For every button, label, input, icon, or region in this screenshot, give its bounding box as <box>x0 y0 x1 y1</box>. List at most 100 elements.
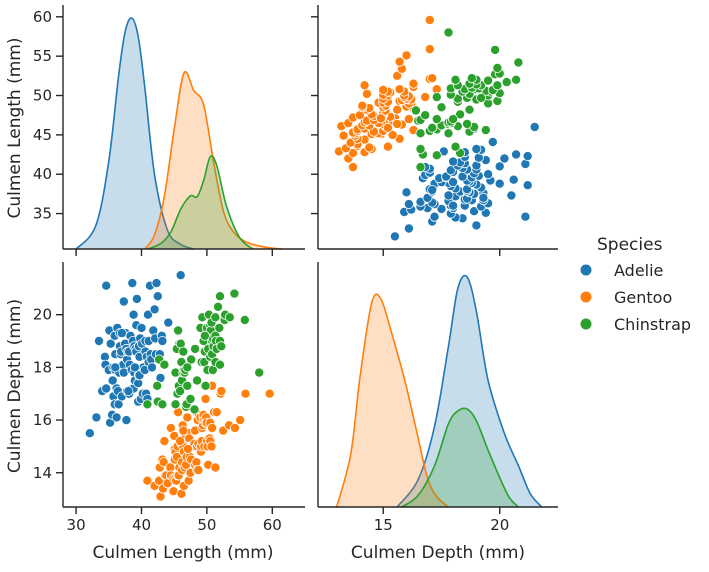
point-gentoo <box>427 73 438 84</box>
point-adelie <box>429 211 440 222</box>
point-adelie <box>118 296 129 307</box>
point-adelie <box>94 335 105 346</box>
legend-marker-adelie <box>580 264 592 276</box>
point-gentoo <box>392 118 403 129</box>
point-gentoo <box>359 80 370 91</box>
point-adelie <box>146 362 157 373</box>
point-adelie <box>499 153 510 164</box>
point-adelie <box>123 386 134 397</box>
legend-label-chinstrap: Chinstrap <box>614 315 691 334</box>
point-gentoo <box>424 14 435 25</box>
kde-line-depth-gentoo <box>335 293 450 508</box>
point-gentoo <box>424 44 435 55</box>
point-chinstrap <box>185 393 196 404</box>
point-chinstrap <box>159 359 170 370</box>
point-chinstrap <box>455 109 466 120</box>
point-chinstrap <box>178 346 189 357</box>
point-chinstrap <box>410 105 421 116</box>
point-adelie <box>116 328 127 339</box>
axis-labels: Culmen Length (mm) Culmen Depth (mm) Cul… <box>5 38 525 564</box>
panel-ld-x-tick-label: 30 <box>67 516 86 534</box>
point-adelie <box>157 335 168 346</box>
point-adelie <box>389 231 400 242</box>
point-gentoo <box>240 388 251 399</box>
point-gentoo <box>364 142 375 153</box>
point-chinstrap <box>450 74 461 85</box>
point-adelie <box>506 190 517 201</box>
point-gentoo <box>158 457 169 468</box>
panel-ll-y-tick-label: 55 <box>33 47 52 65</box>
point-chinstrap <box>436 102 447 113</box>
point-gentoo <box>175 436 186 447</box>
point-adelie <box>149 304 160 315</box>
point-adelie <box>448 156 459 167</box>
panel-ld-x-tick-label: 50 <box>197 516 216 534</box>
kde-line-length-gentoo <box>144 70 283 250</box>
panel-ld-y-tick-label: 20 <box>33 306 52 324</box>
point-adelie <box>131 293 142 304</box>
point-chinstrap <box>152 380 163 391</box>
point-gentoo <box>382 122 393 133</box>
point-gentoo <box>159 436 170 447</box>
point-gentoo <box>338 130 349 141</box>
point-chinstrap <box>450 141 461 152</box>
point-chinstrap <box>490 44 501 55</box>
point-chinstrap <box>182 380 193 391</box>
panel-ld-y-tick-label: 16 <box>33 411 52 429</box>
point-chinstrap <box>427 122 438 133</box>
panel-ll-y-tick-label: 40 <box>33 165 52 183</box>
legend: Species Adelie Gentoo Chinstrap <box>580 235 691 334</box>
point-chinstrap <box>443 128 454 139</box>
point-chinstrap <box>466 73 477 84</box>
point-adelie <box>101 383 112 394</box>
point-adelie <box>520 211 531 222</box>
legend-label-gentoo: Gentoo <box>614 288 672 307</box>
point-chinstrap <box>492 63 503 74</box>
point-gentoo <box>347 147 358 158</box>
point-chinstrap <box>182 362 193 373</box>
point-chinstrap <box>483 75 494 86</box>
point-gentoo <box>403 114 414 125</box>
point-adelie <box>105 338 116 349</box>
point-chinstrap <box>189 404 200 415</box>
point-adelie <box>91 412 102 423</box>
point-gentoo <box>408 78 419 89</box>
point-adelie <box>121 415 132 426</box>
panel-length-length: 35 40 45 50 55 60 <box>33 5 305 256</box>
point-adelie <box>487 136 498 147</box>
point-adelie <box>511 149 522 160</box>
point-adelie <box>163 317 174 328</box>
panel-ll-y-tick-label: 50 <box>33 87 52 105</box>
point-chinstrap <box>200 380 211 391</box>
y-axis-label-depth: Culmen Depth (mm) <box>5 299 25 473</box>
point-adelie <box>448 200 459 211</box>
point-chinstrap <box>186 354 197 365</box>
panel-ll-y-tick-label: 45 <box>33 126 52 144</box>
x-axis-label-depth: Culmen Depth (mm) <box>351 543 525 563</box>
point-gentoo <box>401 50 412 61</box>
kde-fill-depth-chinstrap <box>401 408 519 507</box>
point-chinstrap <box>415 143 426 154</box>
point-gentoo <box>375 113 386 124</box>
point-adelie <box>443 190 454 201</box>
point-adelie <box>469 206 480 217</box>
panel-ld-x-tick-label: 40 <box>132 516 151 534</box>
point-gentoo <box>182 443 193 454</box>
panel-ll-y-tick-label: 35 <box>33 205 52 223</box>
point-gentoo <box>182 412 193 423</box>
point-adelie <box>478 192 489 203</box>
legend-marker-gentoo <box>580 291 592 303</box>
point-chinstrap <box>224 312 235 323</box>
point-chinstrap <box>170 399 181 410</box>
x-axis-label-length: Culmen Length (mm) <box>93 543 274 563</box>
point-adelie <box>522 151 533 162</box>
kde-line-depth-adelie <box>396 274 543 508</box>
point-adelie <box>471 143 482 154</box>
point-adelie <box>508 174 519 185</box>
point-gentoo <box>142 475 153 486</box>
point-gentoo <box>392 104 403 115</box>
point-adelie <box>403 223 414 234</box>
point-chinstrap <box>142 399 153 410</box>
point-gentoo <box>357 100 368 111</box>
